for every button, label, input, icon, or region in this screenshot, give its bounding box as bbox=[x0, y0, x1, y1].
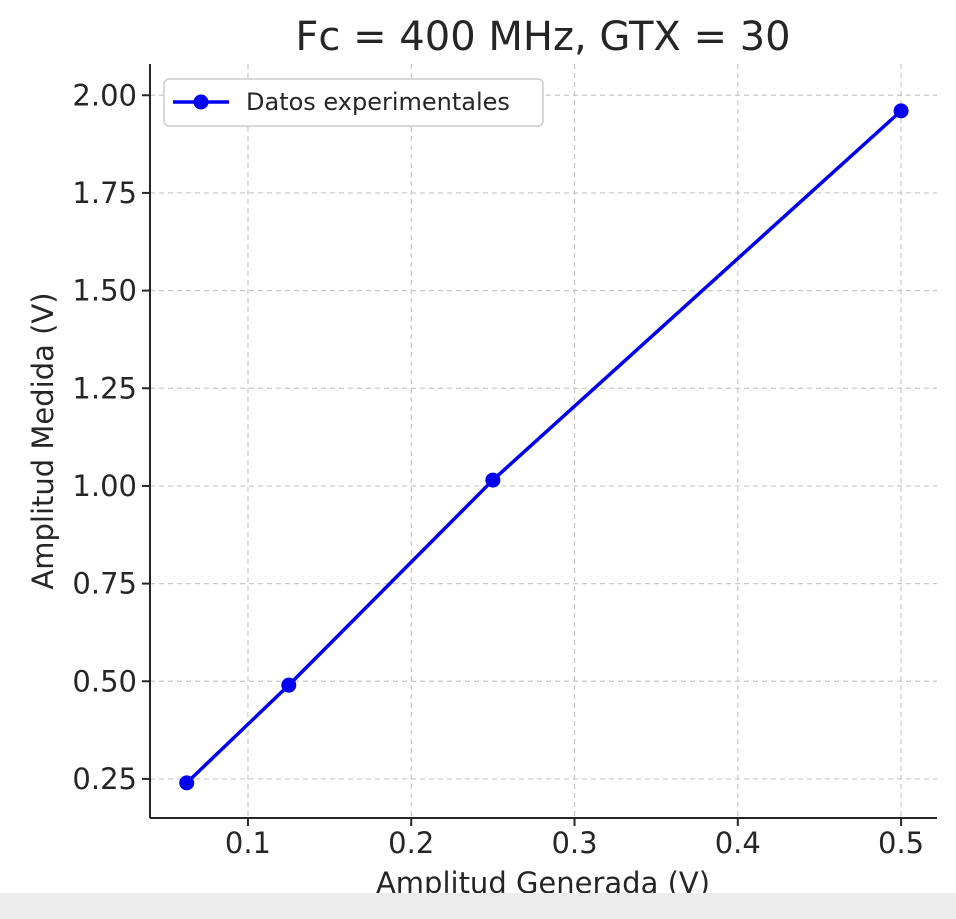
legend-entry-label: Datos experimentales bbox=[246, 88, 510, 116]
y-tick-label: 0.25 bbox=[72, 762, 137, 796]
y-axis-label: Amplitud Medida (V) bbox=[26, 292, 60, 589]
y-tick-label: 1.25 bbox=[72, 371, 137, 405]
x-axis-ticks: 0.1 0.2 0.3 0.4 0.5 bbox=[225, 818, 924, 860]
x-tick-label: 0.1 bbox=[225, 826, 271, 860]
y-tick-label: 0.75 bbox=[72, 567, 137, 601]
y-tick-label: 2.00 bbox=[72, 78, 137, 112]
data-point bbox=[485, 472, 501, 488]
y-tick-label: 1.50 bbox=[72, 274, 137, 308]
x-tick-label: 0.4 bbox=[715, 826, 761, 860]
series-line bbox=[185, 109, 903, 785]
legend: Datos experimentales bbox=[163, 78, 544, 127]
bottom-strip bbox=[0, 893, 956, 919]
legend-marker-swatch bbox=[193, 94, 209, 110]
y-axis-ticks: 0.25 0.50 0.75 1.00 1.25 1.50 1.75 2.00 bbox=[72, 78, 150, 796]
y-tick-label: 1.75 bbox=[72, 176, 137, 210]
chart-title: Fc = 400 MHz, GTX = 30 bbox=[295, 14, 790, 60]
y-tick-label: 0.50 bbox=[72, 664, 137, 698]
data-point bbox=[893, 103, 909, 119]
y-tick-label: 1.00 bbox=[72, 469, 137, 503]
legend-frame bbox=[163, 78, 544, 127]
data-point bbox=[179, 775, 195, 791]
x-tick-label: 0.5 bbox=[878, 826, 924, 860]
x-tick-label: 0.2 bbox=[388, 826, 434, 860]
series-layer bbox=[179, 103, 909, 791]
data-point bbox=[281, 677, 297, 693]
x-tick-label: 0.3 bbox=[551, 826, 597, 860]
